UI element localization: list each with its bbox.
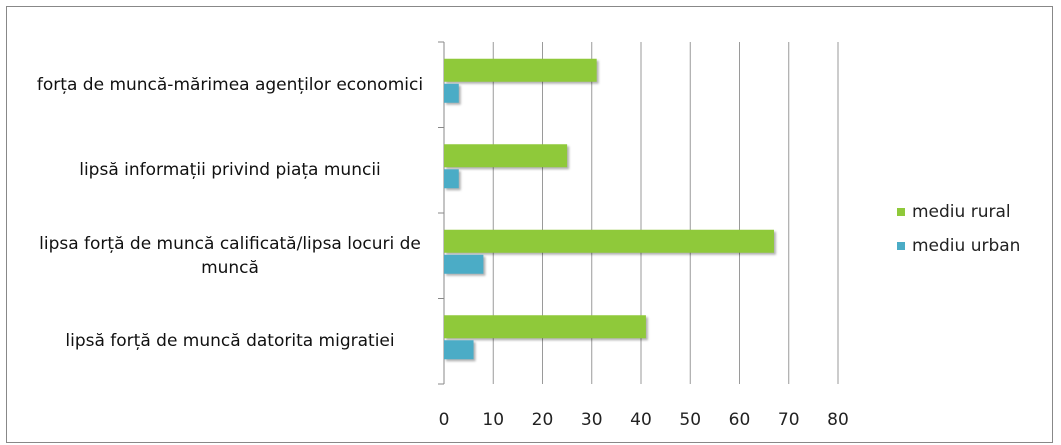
legend-swatch — [897, 242, 905, 250]
x-tick-label: 30 — [581, 410, 603, 430]
y-tick-label: lipsă informații privind piața muncii — [79, 160, 381, 181]
bar — [444, 340, 474, 360]
bar — [444, 58, 597, 82]
x-tick-label: 40 — [630, 410, 652, 430]
legend-label: mediu rural — [912, 202, 1011, 222]
x-tick-label: 20 — [532, 410, 554, 430]
y-tick-label: forța de muncă-mărimea agenților economi… — [36, 74, 424, 95]
legend-label: mediu urban — [912, 236, 1020, 256]
bar — [444, 229, 774, 253]
bar — [444, 315, 646, 339]
chart-frame — [6, 6, 1053, 443]
legend-swatch — [897, 208, 905, 216]
x-tick-label: 80 — [827, 410, 849, 430]
bar — [444, 169, 459, 189]
x-tick-label: 70 — [778, 410, 800, 430]
x-tick-label: 60 — [729, 410, 751, 430]
x-tick-label: 50 — [679, 410, 701, 430]
bar — [444, 254, 484, 274]
x-tick-label: 0 — [439, 410, 450, 430]
x-tick-label: 10 — [482, 410, 504, 430]
bar — [444, 83, 459, 103]
y-tick-label: lipsă forță de muncă datorita migratiei — [65, 331, 395, 352]
y-tick-label: lipsa forță de muncă calificată/lipsa lo… — [39, 233, 421, 278]
bar — [444, 144, 568, 168]
